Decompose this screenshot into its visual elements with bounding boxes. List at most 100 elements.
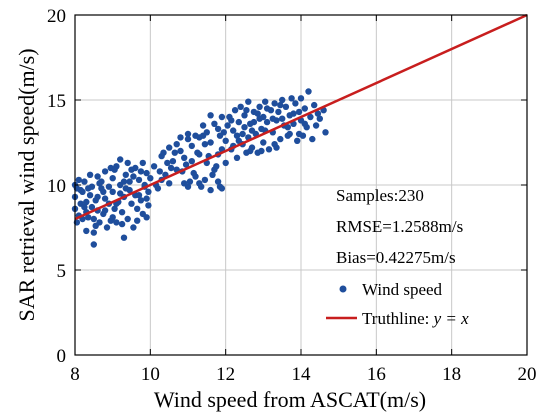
scatter-point <box>105 183 113 190</box>
axis-ticks: 8 10 12 14 16 18 20 0 5 10 15 20 <box>47 6 537 385</box>
scatter-point <box>188 158 195 165</box>
scatter-point <box>271 100 278 107</box>
scatter-point <box>282 103 290 111</box>
legend-line-label-math: y = x <box>432 309 470 328</box>
scatter-point <box>130 224 137 231</box>
scatter-point <box>186 178 194 185</box>
scatter-point <box>214 178 222 185</box>
scatter-point <box>137 168 145 175</box>
scatter-point <box>107 217 115 224</box>
scatter-point <box>117 156 124 163</box>
scatter-point <box>290 110 297 117</box>
scatter-point <box>188 142 195 150</box>
scatter-point <box>164 159 171 167</box>
scatter-point <box>250 118 258 126</box>
scatter-point <box>192 132 199 139</box>
scatter-point <box>201 141 209 148</box>
scatter-point <box>305 88 312 95</box>
scatter-point <box>118 220 126 228</box>
scatter-point <box>277 101 284 109</box>
scatter-point <box>134 217 141 224</box>
scatter-point <box>279 115 286 122</box>
scatter-point <box>256 115 263 122</box>
scatter-point <box>134 205 141 212</box>
scatter-point <box>199 122 207 129</box>
scatter-point <box>233 154 241 161</box>
scatter-point <box>150 163 158 170</box>
x-tick-label: 14 <box>292 364 312 385</box>
scatter-point <box>177 134 184 141</box>
scatter-point <box>207 112 214 119</box>
scatter-point <box>275 108 282 116</box>
scatter-point <box>177 147 184 155</box>
scatter-point <box>109 188 116 195</box>
scatter-point <box>118 209 126 216</box>
scatter-point <box>86 171 94 178</box>
scatter-point <box>245 98 252 105</box>
scatter-point <box>214 125 222 133</box>
scatter-point <box>316 115 323 122</box>
scatter-point <box>241 124 248 131</box>
legend-scatter-marker <box>339 285 347 293</box>
samples-annotation: Samples:230 <box>336 186 424 205</box>
scatter-point <box>241 112 248 119</box>
scatter-point <box>83 227 90 235</box>
scatter-point <box>262 98 269 105</box>
scatter-point <box>198 183 205 190</box>
scatter-point <box>190 169 197 177</box>
scatter-point <box>96 180 103 187</box>
scatter-point <box>167 164 175 172</box>
scatter-point <box>196 151 203 158</box>
scatter-point <box>286 130 293 138</box>
scatter-point <box>126 178 133 185</box>
scatter-point <box>237 103 244 111</box>
scatter-point <box>160 149 167 156</box>
legend-line-label-prefix: Truthline: <box>362 309 434 328</box>
rmse-annotation: RMSE=1.2588m/s <box>336 217 463 236</box>
legend-scatter-label: Wind speed <box>362 280 443 299</box>
scatter-points <box>71 88 329 248</box>
scatter-point <box>122 185 129 192</box>
scatter-point <box>322 129 329 136</box>
scatter-point <box>135 192 143 199</box>
scatter-point <box>201 176 209 184</box>
scatter-point <box>256 103 263 111</box>
scatter-point <box>307 113 314 121</box>
scatter-point <box>94 173 101 180</box>
scatter-point <box>243 107 250 114</box>
scatter-point <box>265 146 273 153</box>
scatter-point <box>83 198 90 206</box>
scatter-point <box>117 190 124 197</box>
scatter-point <box>184 135 192 143</box>
scatter-point <box>309 135 316 143</box>
x-tick-label: 8 <box>70 364 80 385</box>
scatter-point <box>124 159 131 167</box>
scatter-point <box>85 214 92 221</box>
scatter-point <box>248 127 256 134</box>
scatter-point <box>216 183 224 190</box>
x-tick-label: 10 <box>141 364 160 385</box>
scatter-point <box>169 158 177 165</box>
y-axis-title: SAR retrieval wind speed(m/s) <box>14 48 39 321</box>
scatter-point <box>94 193 101 201</box>
scatter-point <box>111 166 118 173</box>
scatter-point <box>88 203 96 211</box>
scatter-point <box>86 192 94 199</box>
scatter-point <box>294 137 301 144</box>
scatter-point <box>211 120 218 128</box>
scatter-point <box>258 147 265 155</box>
scatter-point <box>263 118 271 126</box>
scatter-point <box>222 159 229 167</box>
scatter-point <box>90 215 98 223</box>
scatter-point <box>143 195 150 202</box>
scatter-point <box>235 118 242 126</box>
scatter-point <box>209 171 216 178</box>
y-tick-label: 10 <box>47 176 66 197</box>
scatter-point <box>139 159 146 167</box>
scatter-point <box>143 169 150 177</box>
scatter-point <box>230 127 237 134</box>
truthline <box>74 13 528 221</box>
scatter-point <box>247 147 254 155</box>
x-axis-title: Wind speed from ASCAT(m/s) <box>154 387 426 412</box>
scatter-point <box>279 96 286 104</box>
